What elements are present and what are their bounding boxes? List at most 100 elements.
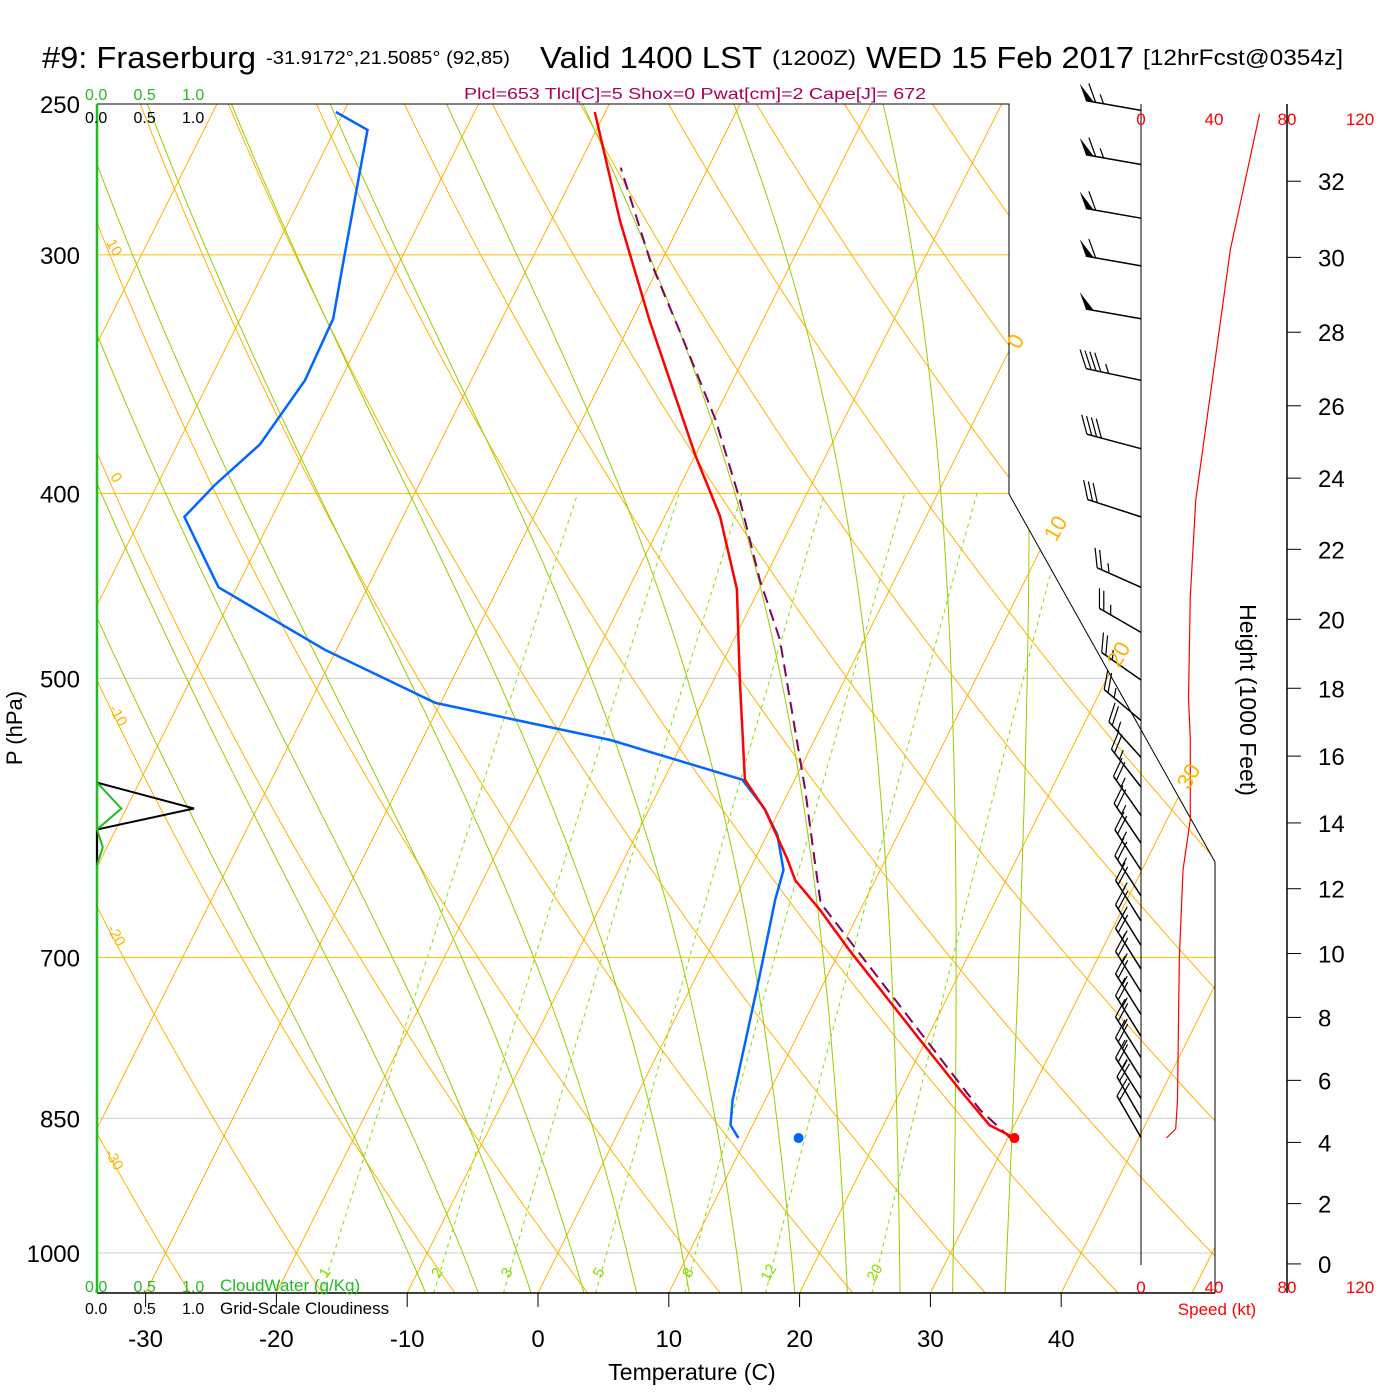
barb-staff — [1114, 1057, 1142, 1099]
moist-adiabat — [97, 104, 482, 1293]
barb-feather — [1079, 349, 1087, 369]
barb-half-feather — [1105, 363, 1110, 374]
barb-staff — [1110, 748, 1142, 788]
height-tick-label: 8 — [1318, 1005, 1331, 1032]
height-tick-label: 2 — [1318, 1192, 1331, 1219]
barb-staff — [1085, 308, 1142, 320]
wind-barb — [1081, 414, 1142, 450]
barb-feather — [1115, 998, 1126, 1018]
dry-adiabat — [648, 104, 1215, 1293]
cloudwater-top-tick: 1.0 — [182, 87, 204, 104]
barb-half-feather — [1099, 148, 1105, 159]
isotherm-line — [799, 104, 1215, 1293]
barb-half-feather — [1121, 857, 1128, 867]
barb-feather — [1087, 481, 1094, 502]
x-tick-label: 0 — [531, 1326, 544, 1353]
isotherm-label: 0 — [1002, 330, 1030, 353]
cloudiness-bottom-tick: 1.0 — [182, 1301, 204, 1318]
wind-barb — [1098, 588, 1142, 634]
dry-adiabat — [97, 104, 595, 1293]
wind-barb — [1114, 998, 1142, 1058]
height-tick-label: 0 — [1318, 1252, 1331, 1279]
speed-bottom-tick: 120 — [1346, 1278, 1374, 1297]
wind-barb — [1114, 933, 1142, 993]
barb-feather — [1090, 417, 1098, 437]
dry-adiabat — [474, 104, 1215, 1293]
mixing-ratio-line — [595, 493, 826, 1293]
cloudiness-profile — [96, 781, 195, 865]
barb-feather — [1112, 757, 1123, 777]
moist-adiabat — [97, 104, 535, 1293]
barb-staff — [1085, 207, 1142, 219]
isotherm-label: 10 — [1039, 511, 1073, 545]
mixing-ratio-label: 20 — [864, 1261, 887, 1284]
barb-staff — [1114, 855, 1142, 897]
barb-feather — [1095, 418, 1102, 439]
barb-feather — [1088, 83, 1097, 103]
isotherm-line — [275, 104, 872, 1293]
pressure-tick-label: 400 — [40, 481, 80, 508]
barb-feather — [1117, 914, 1129, 933]
barb-feather — [1114, 811, 1125, 830]
barb-feather — [1088, 238, 1097, 259]
barb-half-feather — [1117, 721, 1122, 732]
barb-staff — [1103, 688, 1142, 721]
wind-barb — [1114, 977, 1142, 1037]
wind-barb — [1114, 1019, 1142, 1079]
height-tick-label: 18 — [1318, 676, 1345, 703]
dry-adiabat — [561, 104, 1215, 1293]
height-tick-label: 32 — [1318, 169, 1345, 196]
barb-half-feather — [1121, 975, 1128, 986]
wind-barb — [1079, 137, 1142, 166]
mixing-ratio-line — [502, 493, 743, 1293]
barb-staff — [1116, 1095, 1142, 1138]
barb-staff — [1085, 99, 1142, 112]
dry-adiabat — [126, 104, 861, 1293]
moist-adiabat — [97, 104, 430, 1293]
barb-staff — [1114, 951, 1142, 993]
isotherm-line — [929, 104, 1215, 1293]
barb-feather — [1114, 837, 1125, 856]
barb-staff — [1114, 995, 1142, 1037]
pressure-tick-label: 850 — [40, 1106, 80, 1133]
barb-feather — [1099, 549, 1103, 570]
height-tick-label: 14 — [1318, 811, 1345, 838]
barb-feather — [1117, 1044, 1129, 1063]
x-tick-label: 30 — [917, 1326, 944, 1353]
barb-feather — [1107, 672, 1113, 693]
isotherm-line — [1060, 104, 1215, 1293]
height-tick-label: 4 — [1318, 1130, 1331, 1157]
barb-half-feather — [1113, 687, 1117, 699]
barb-pennant — [1079, 239, 1094, 258]
dry-adiabat — [97, 104, 462, 1293]
dry-adiabat — [1170, 104, 1215, 1293]
barb-feather — [1092, 482, 1098, 503]
barb-feather — [1117, 1023, 1129, 1043]
barb-half-feather — [1121, 1039, 1128, 1049]
dry-adiabat-label: 0 — [106, 470, 125, 486]
barb-feather — [1088, 137, 1097, 157]
barb-half-feather — [1099, 94, 1105, 104]
barb-feather — [1117, 841, 1128, 861]
wind-panel — [1079, 83, 1301, 1293]
mixing-ratio-line — [433, 493, 680, 1293]
barb-staff — [1114, 927, 1142, 970]
wind-barb — [1083, 479, 1142, 518]
speed-bottom-tick: 80 — [1278, 1278, 1297, 1297]
wind-barb — [1112, 757, 1142, 817]
wind-barb — [1079, 238, 1142, 267]
wind-barb — [1116, 1078, 1142, 1138]
plot-border — [97, 103, 1216, 1293]
barb-feather — [1103, 669, 1109, 690]
pressure-tick-label: 300 — [40, 243, 80, 270]
height-tick-label: 20 — [1318, 607, 1345, 634]
dry-adiabat-label: 10 — [102, 236, 125, 259]
wind-barb — [1079, 349, 1142, 382]
moist-adiabat — [733, 104, 901, 1293]
barb-feather — [1117, 866, 1129, 885]
mixing-ratio-label: 3 — [498, 1265, 517, 1281]
barb-feather — [1117, 890, 1129, 910]
isotherm-line — [145, 104, 741, 1293]
height-tick-label: 12 — [1318, 877, 1345, 904]
